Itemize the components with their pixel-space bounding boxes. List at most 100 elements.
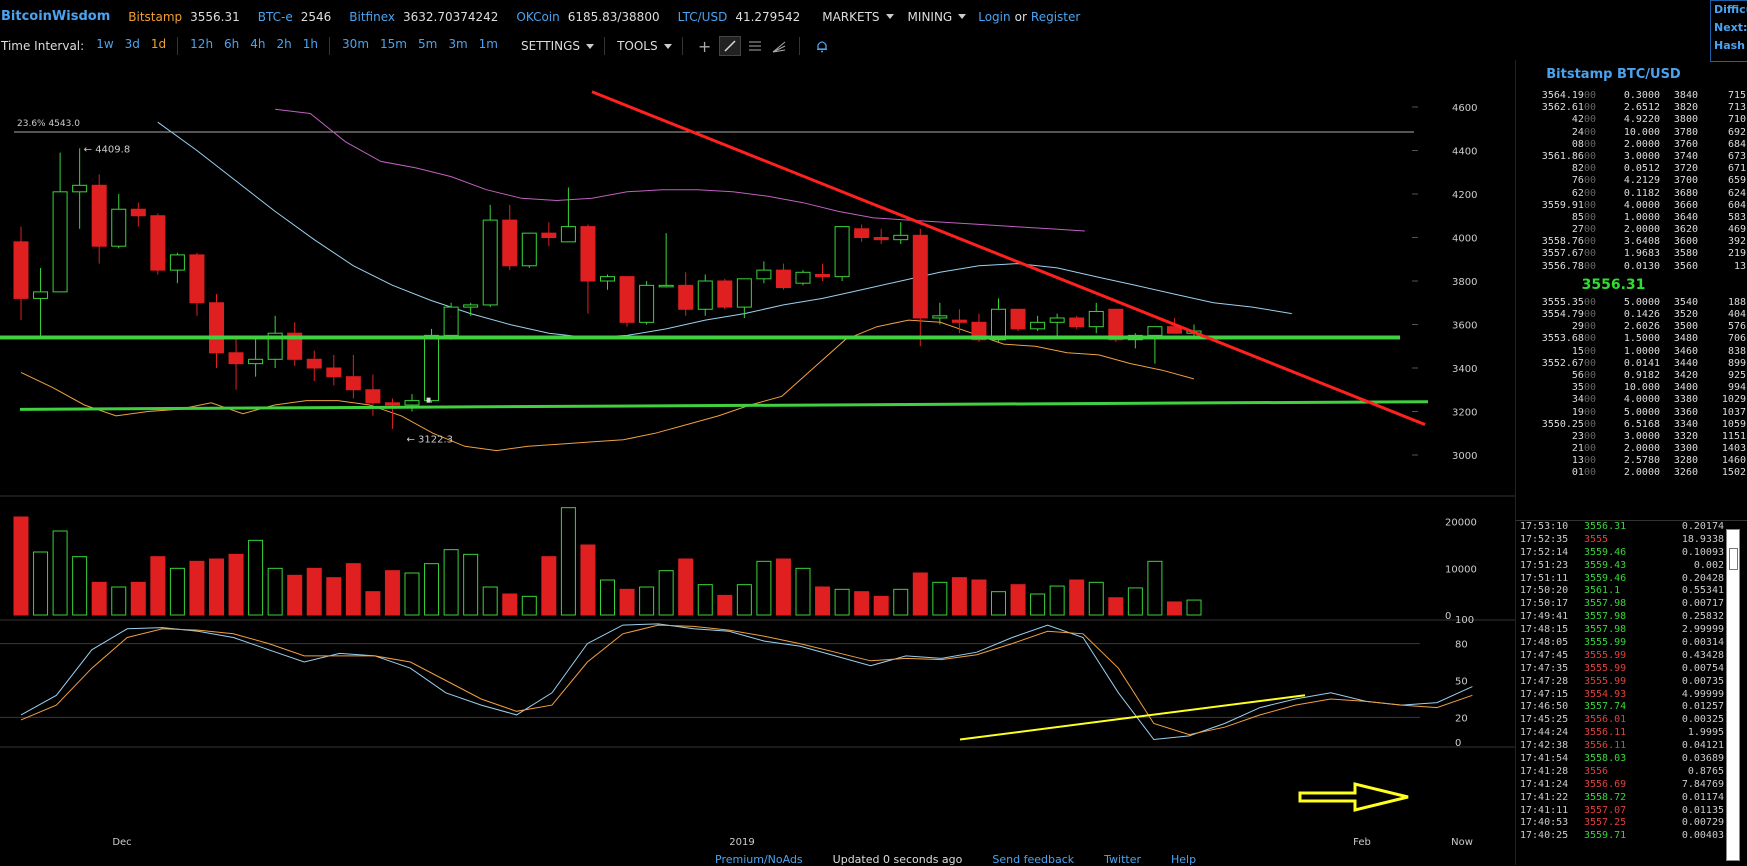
volume-bar (326, 577, 342, 616)
order-row[interactable]: 0100 2.0000 3260 1502 (1516, 467, 1747, 479)
order-row[interactable]: 3555.3500 5.0000 3540 188 (1516, 297, 1747, 309)
depth-total: 673 (1727, 150, 1746, 162)
trade-scrollbar[interactable] (1726, 529, 1740, 861)
interval-3m[interactable]: 3m (448, 37, 468, 51)
ticker-name[interactable]: BTC-e (257, 9, 293, 24)
order-row[interactable]: 3556.7800 0.0130 3560 13 (1516, 261, 1747, 273)
order-row[interactable]: 5600 0.9182 3420 925 (1516, 370, 1747, 382)
interval-6h[interactable]: 6h (224, 37, 240, 51)
interval-1w[interactable]: 1w (96, 37, 114, 51)
order-row[interactable]: 8200 0.0512 3720 671 (1516, 163, 1747, 175)
order-row[interactable]: 4200 4.9220 3800 710 (1516, 114, 1747, 126)
candle-body (932, 315, 948, 319)
trade-amount: 0.00314 (1681, 637, 1724, 649)
scrollbar-thumb[interactable] (1729, 548, 1738, 570)
order-row[interactable]: 3558.7600 3.6408 3600 392 (1516, 236, 1747, 248)
order-price-suffix: 00 (1583, 406, 1596, 418)
ticker-name[interactable]: Bitfinex (349, 9, 395, 24)
interval-15m[interactable]: 15m (380, 37, 407, 51)
order-price-suffix: 00 (1583, 357, 1596, 369)
order-row[interactable]: 2100 2.0000 3300 1403 (1516, 443, 1747, 455)
feedback-link[interactable]: Send feedback (992, 853, 1075, 866)
trade-row: 17:50:17 3557.98 0.00717 (1516, 598, 1747, 611)
register-link[interactable]: Register (1030, 9, 1081, 24)
horizontal-lines-tool-icon[interactable] (745, 37, 765, 55)
difficulty-label: Difficu (1714, 3, 1747, 16)
settings-menu[interactable]: SETTINGS (521, 39, 595, 53)
interval-1h[interactable]: 1h (302, 37, 319, 51)
interval-1d[interactable]: 1d (150, 37, 167, 51)
trade-row: 17:45:25 3556.01 0.00325 (1516, 714, 1747, 727)
mining-menu[interactable]: MINING (908, 10, 967, 24)
order-row[interactable]: 3400 4.0000 3380 1029 (1516, 394, 1747, 406)
rising-trend-annotation-line (959, 694, 1306, 741)
trade-row: 17:49:41 3557.98 0.25832 (1516, 611, 1747, 624)
ticker-name[interactable]: LTC/USD (677, 9, 728, 24)
candle-body (580, 226, 596, 282)
interval-5m[interactable]: 5m (417, 37, 438, 51)
trade-amount: 0.00403 (1681, 830, 1724, 842)
trade-history[interactable]: 17:53:10 3556.31 0.20174 17:52:35 3555 18.933… (1516, 520, 1747, 866)
depth-price: 3780 (1673, 126, 1698, 138)
volume-bar (13, 516, 29, 616)
interval-4h[interactable]: 4h (250, 37, 266, 51)
order-amount: 2.6026 (1623, 321, 1660, 333)
order-row[interactable]: 3553.6800 1.5000 3480 706 (1516, 333, 1747, 345)
order-row[interactable]: 2300 3.0000 3320 1151 (1516, 431, 1747, 443)
interval-30m[interactable]: 30m (342, 37, 370, 51)
order-row[interactable]: 3554.7900 0.1426 3520 404 (1516, 309, 1747, 321)
interval-12h[interactable]: 12h (190, 37, 214, 51)
markets-menu[interactable]: MARKETS (822, 10, 894, 24)
price-chart[interactable]: 23.6% 4543.0 4600 4400 4200 4000 3800 3600 3400… (0, 60, 1515, 865)
volume-bar (189, 560, 205, 616)
help-link[interactable]: Help (1171, 853, 1197, 866)
order-row[interactable]: 2900 2.6026 3500 576 (1516, 321, 1747, 333)
order-price-main: 08 (1571, 138, 1584, 150)
trade-row: 17:50:20 3561.1 0.55341 (1516, 585, 1747, 598)
tools-menu[interactable]: TOOLS (617, 39, 672, 53)
interval-1m[interactable]: 1m (478, 37, 498, 51)
candle-body (639, 284, 655, 323)
order-row[interactable]: 3552.6700 0.0141 3440 899 (1516, 358, 1747, 370)
depth-total: 1502 (1721, 467, 1746, 479)
interval-3d[interactable]: 3d (124, 37, 140, 51)
order-row[interactable]: 0800 2.0000 3760 684 (1516, 139, 1747, 151)
order-row[interactable]: 3557.6700 1.9683 3580 219 (1516, 248, 1747, 260)
order-row[interactable]: 2700 2.0000 3620 469 (1516, 224, 1747, 236)
order-row[interactable]: 3564.1900 0.3000 3840 715 (1516, 90, 1747, 102)
order-row[interactable]: 1300 2.5780 3280 1460 (1516, 455, 1747, 467)
trade-row: 17:41:11 3557.07 0.01135 (1516, 805, 1747, 818)
order-row[interactable]: 1500 1.0000 3460 838 (1516, 346, 1747, 358)
login-link[interactable]: Login (978, 9, 1011, 24)
bell-icon[interactable] (812, 37, 832, 55)
order-row[interactable]: 3562.6100 2.6512 3820 713 (1516, 102, 1747, 114)
order-row[interactable]: 3561.8600 3.0000 3740 673 (1516, 151, 1747, 163)
depth-total: 659 (1727, 175, 1746, 187)
order-row[interactable]: 3500 10.000 3400 994 (1516, 382, 1747, 394)
order-row[interactable]: 7600 4.2129 3700 659 (1516, 175, 1747, 187)
ticker-name[interactable]: OKCoin (516, 9, 560, 24)
trade-price: 3556.11 (1584, 727, 1627, 739)
depth-price: 3800 (1673, 114, 1698, 126)
oscillator-d-line (20, 624, 1473, 736)
order-row[interactable]: 3550.2500 6.5168 3340 1059 (1516, 419, 1747, 431)
premium-link[interactable]: Premium/NoAds (715, 853, 803, 866)
order-row[interactable]: 8500 1.0000 3640 583 (1516, 212, 1747, 224)
order-price-main: 3554.79 (1541, 309, 1584, 320)
order-row[interactable]: 6200 0.1182 3680 624 (1516, 188, 1747, 200)
crosshair-tool-icon[interactable]: + (697, 36, 712, 56)
order-amount: 1.9683 (1623, 248, 1660, 260)
fib-fan-tool-icon[interactable] (769, 37, 789, 55)
order-row[interactable]: 2400 10.000 3780 692 (1516, 127, 1747, 139)
order-row[interactable]: 3559.9100 4.0000 3660 604 (1516, 200, 1747, 212)
interval-2h[interactable]: 2h (276, 37, 292, 51)
candle-body (189, 254, 205, 304)
line-tool-icon[interactable] (718, 36, 741, 56)
trade-time: 17:41:22 (1520, 791, 1569, 803)
volume-bar (52, 530, 68, 616)
twitter-link[interactable]: Twitter (1104, 853, 1141, 866)
ticker-name[interactable]: Bitstamp (128, 9, 183, 24)
site-logo[interactable]: BitcoinWisdom (1, 9, 111, 24)
difficulty-box[interactable]: Difficu Next: Hash R (1710, 0, 1747, 62)
order-row[interactable]: 1900 5.0000 3360 1037 (1516, 407, 1747, 419)
